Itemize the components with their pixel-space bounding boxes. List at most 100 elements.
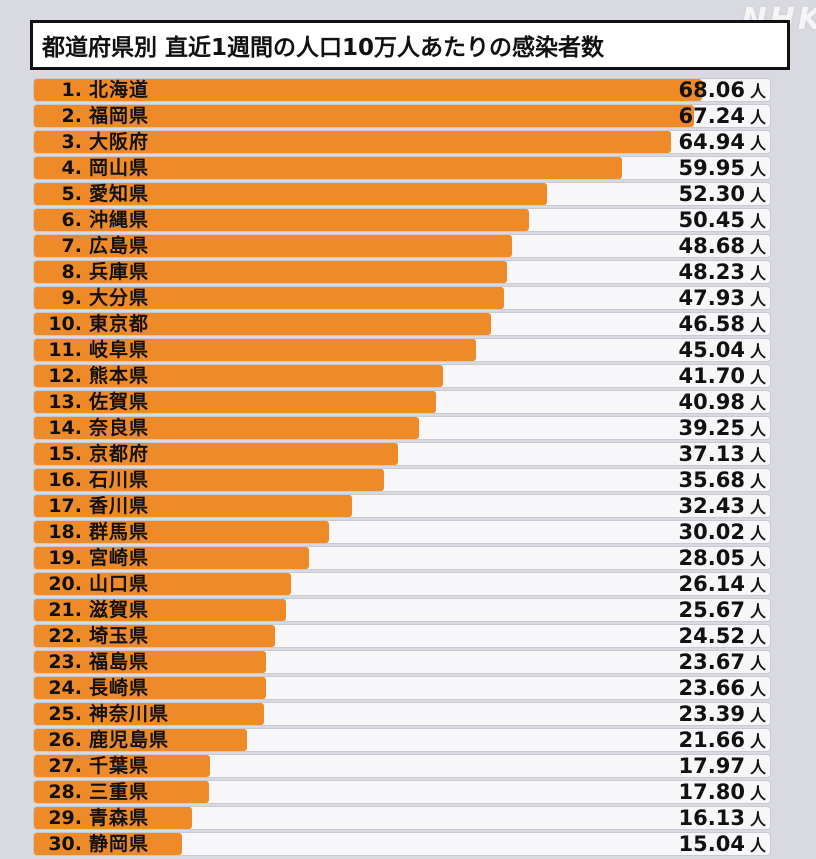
row-prefecture: 三重県 [89,781,150,803]
row-label: 27. 千葉県 [40,755,149,777]
bar-fill [34,703,264,725]
row-rank: 5. [61,183,82,205]
row-prefecture: 石川県 [89,469,150,491]
ranking-row: 21. 滋賀県 25.67 人 [34,598,770,622]
ranking-row: 15. 京都府 37.13 人 [34,442,770,466]
row-value-group: 35.68 人 [678,468,766,492]
row-label: 6. 沖縄県 [40,209,149,231]
row-prefecture: 青森県 [89,807,150,829]
bar-fill [34,573,291,595]
row-unit: 人 [749,108,766,127]
row-rank: 16. [48,469,82,491]
row-value: 48.68 [678,234,745,258]
ranking-row: 16. 石川県 35.68 人 [34,468,770,492]
row-rank: 14. [48,417,82,439]
row-rank: 27. [48,755,82,777]
row-value: 28.05 [678,546,745,570]
row-prefecture: 岐阜県 [89,339,150,361]
row-value-group: 67.24 人 [679,104,766,128]
row-unit: 人 [749,160,766,179]
row-prefecture: 群馬県 [89,521,150,543]
row-unit: 人 [749,550,766,569]
row-unit: 人 [749,394,766,413]
row-unit: 人 [749,498,766,517]
row-label: 15. 京都府 [40,443,149,465]
row-value-group: 47.93 人 [678,286,766,310]
row-label: 24. 長崎県 [40,677,149,699]
row-rank: 20. [48,573,82,595]
bar-fill [34,495,353,517]
row-unit: 人 [749,654,766,673]
bar-fill [34,235,512,257]
row-value: 23.39 [678,702,745,726]
row-rank: 28. [48,781,82,803]
row-rank: 6. [61,209,82,231]
row-rank: 13. [48,391,82,413]
row-rank: 9. [61,287,82,309]
row-unit: 人 [749,134,766,153]
bar-fill [34,677,267,699]
row-prefecture: 広島県 [89,235,150,257]
row-unit: 人 [749,420,766,439]
ranking-row: 4. 岡山県 59.95 人 [34,156,770,180]
row-rank: 3. [61,131,82,153]
row-value-group: 41.70 人 [678,364,766,388]
bar-fill [34,261,508,283]
ranking-row: 27. 千葉県 17.97 人 [34,754,770,778]
row-label: 3. 大阪府 [40,131,149,153]
bar-fill [34,209,530,231]
ranking-row: 9. 大分県 47.93 人 [34,286,770,310]
row-label: 20. 山口県 [40,573,149,595]
row-label: 30. 静岡県 [40,833,149,855]
row-label: 22. 埼玉県 [40,625,149,647]
row-unit: 人 [749,238,766,257]
bar-fill [34,79,702,101]
row-value: 47.93 [678,286,745,310]
row-value: 46.58 [678,312,745,336]
row-label: 10. 東京都 [40,313,149,335]
row-prefecture: 福島県 [89,651,150,673]
row-label: 8. 兵庫県 [40,261,149,283]
row-unit: 人 [749,810,766,829]
row-rank: 19. [48,547,82,569]
row-label: 9. 大分県 [40,287,149,309]
bar-fill [34,183,548,205]
row-label: 13. 佐賀県 [40,391,149,413]
row-unit: 人 [749,706,766,725]
row-rank: 2. [61,105,82,127]
row-label: 25. 神奈川県 [40,703,169,725]
bar-fill [34,521,329,543]
row-unit: 人 [749,784,766,803]
row-rank: 24. [48,677,82,699]
bar-fill [34,365,444,387]
row-unit: 人 [749,628,766,647]
bar-fill [34,391,437,413]
row-label: 26. 鹿児島県 [40,729,169,751]
row-value-group: 68.06 人 [679,78,766,102]
row-label: 14. 奈良県 [40,417,149,439]
row-value-group: 39.25 人 [679,416,766,440]
ranking-row: 1. 北海道 68.06 人 [34,78,770,102]
row-prefecture: 山口県 [89,573,150,595]
row-value: 35.68 [678,468,745,492]
ranking-row: 20. 山口県 26.14 人 [34,572,770,596]
row-value: 32.43 [678,494,745,518]
row-rank: 10. [48,313,82,335]
ranking-row: 12. 熊本県 41.70 人 [34,364,770,388]
row-value: 17.97 [678,754,745,778]
ranking-row: 28. 三重県 17.80 人 [34,780,770,804]
row-prefecture: 熊本県 [89,365,150,387]
bar-fill [34,469,385,491]
row-value: 41.70 [678,364,745,388]
bar-fill [34,599,286,621]
bar-fill [34,443,399,465]
row-value: 15.04 [678,832,745,856]
row-unit: 人 [749,836,766,855]
row-prefecture: 宮崎県 [89,547,150,569]
row-unit: 人 [749,446,766,465]
row-value-group: 23.39 人 [678,702,766,726]
row-prefecture: 北海道 [89,79,150,101]
ranking-row: 30. 静岡県 15.04 人 [34,832,770,856]
row-label: 16. 石川県 [40,469,149,491]
